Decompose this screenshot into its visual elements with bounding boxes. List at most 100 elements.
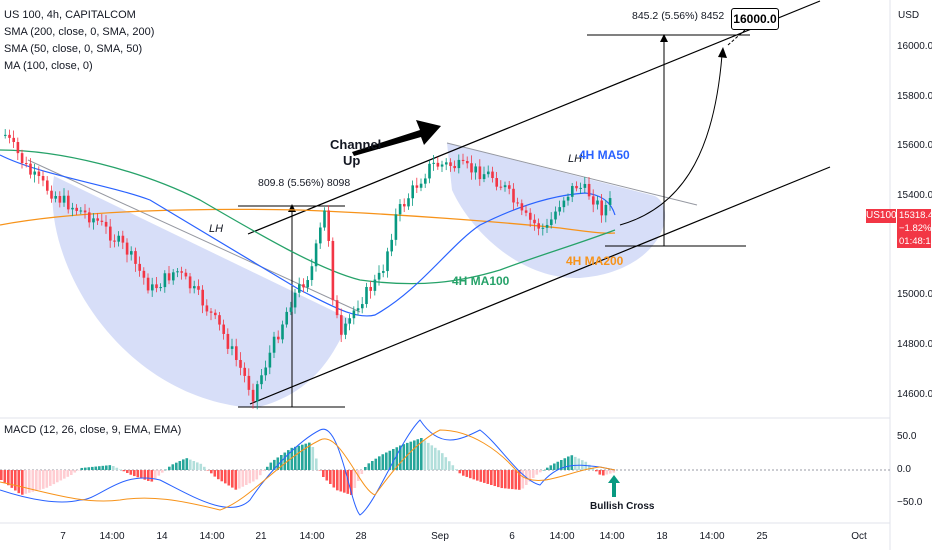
macd-bar <box>157 470 161 476</box>
candle-body <box>503 185 507 188</box>
sma50-legend[interactable]: SMA (50, close, 0, SMA, 50) <box>4 43 143 55</box>
macd-bar <box>133 470 136 477</box>
macd-bar <box>297 445 301 470</box>
macd-bar <box>476 470 479 481</box>
candle-body <box>403 204 406 207</box>
ma100-legend[interactable]: MA (100, close, 0) <box>4 60 93 72</box>
price-label: 15600.0 <box>897 140 932 151</box>
macd-bar <box>458 470 462 474</box>
candle-body <box>159 287 162 289</box>
macd-bar <box>448 461 451 470</box>
time-label: 14:00 <box>599 531 625 542</box>
macd-bar <box>409 441 413 470</box>
candle-body <box>604 204 608 216</box>
candle-body <box>411 185 414 199</box>
candle-body <box>235 346 238 360</box>
candle-body <box>180 271 183 273</box>
candle-body <box>172 272 175 281</box>
channel-upper-line[interactable] <box>247 0 821 235</box>
macd-bar <box>490 470 493 485</box>
candle-body <box>281 324 284 340</box>
candle-body <box>478 166 482 180</box>
candle-body <box>214 312 217 316</box>
candle-body <box>558 207 561 212</box>
macd-bar <box>269 462 273 470</box>
macd-bar <box>378 456 381 470</box>
candle-body <box>466 161 469 164</box>
macd-bar <box>259 470 262 476</box>
macd-bar <box>339 470 343 492</box>
macd-bar <box>455 469 458 470</box>
macd-bar <box>192 461 196 470</box>
candle-body <box>54 195 57 199</box>
time-label: 14:00 <box>99 531 125 542</box>
ma50-line <box>0 154 616 317</box>
macd-bar <box>518 470 521 490</box>
macd-bar <box>10 470 14 488</box>
macd-bar <box>248 470 252 484</box>
candle-body <box>100 220 104 222</box>
macd-bar <box>521 470 525 489</box>
sma200-legend[interactable]: SMA (200, close, 0, SMA, 200) <box>4 26 155 38</box>
macd-bar <box>381 454 385 470</box>
currency-label[interactable]: USD <box>898 10 920 21</box>
macd-bar <box>189 459 192 470</box>
candle-body <box>146 277 150 291</box>
macd-bar <box>63 470 66 479</box>
macd-bar <box>7 470 10 486</box>
macd-bar <box>343 470 346 493</box>
macd-bar <box>220 470 224 482</box>
macd-axis-label: 50.0 <box>897 431 917 442</box>
macd-bar <box>199 463 203 470</box>
candle-body <box>268 352 272 368</box>
macd-bar <box>416 439 420 470</box>
time-label: 14:00 <box>699 531 725 542</box>
target-price-box[interactable]: 16000.0 <box>731 8 779 30</box>
macd-bar <box>59 470 63 481</box>
macd-bar <box>350 470 353 495</box>
macd-signal-line <box>0 429 616 511</box>
candle-body <box>218 315 221 325</box>
candle-body <box>457 159 461 169</box>
candle-body <box>394 214 398 240</box>
candle-body <box>58 195 62 203</box>
candle-body <box>579 187 582 189</box>
macd-bar <box>420 438 423 470</box>
candle-body <box>62 195 66 203</box>
candle-body <box>440 164 444 167</box>
time-label: 18 <box>656 531 668 542</box>
channel-lower-line[interactable] <box>249 166 831 405</box>
macd-bar <box>217 470 220 480</box>
candle-body <box>83 210 87 213</box>
macd-bar <box>45 470 49 488</box>
candle-body <box>415 185 419 188</box>
candlestick-series[interactable] <box>4 129 612 410</box>
macd-bar <box>213 470 217 477</box>
macd-bar <box>182 459 185 470</box>
macd-bar <box>602 470 605 476</box>
macd-bar <box>535 470 539 475</box>
candle-body <box>306 280 309 288</box>
macd-bar <box>108 465 112 470</box>
macd-bar <box>14 470 17 491</box>
candle-body <box>142 270 146 278</box>
macd-bar <box>311 446 315 470</box>
candle-body <box>592 196 595 205</box>
macd-bar <box>66 470 70 477</box>
macd-bar <box>234 470 238 490</box>
macd-bar <box>441 453 444 470</box>
macd-bar <box>3 470 7 483</box>
candle-body <box>188 276 192 289</box>
macd-bar <box>143 470 147 480</box>
macd-bar <box>563 458 567 470</box>
macd-bar <box>290 447 294 470</box>
macd-bar <box>126 470 129 473</box>
macd-bar <box>266 466 269 470</box>
macd-bar <box>129 470 133 475</box>
candle-body <box>260 375 263 385</box>
macd-legend[interactable]: MACD (12, 26, close, 9, EMA, EMA) <box>4 424 182 436</box>
current-price: 15318.4 <box>899 210 932 221</box>
symbol-title[interactable]: US 100, 4h, CAPITALCOM <box>4 9 136 21</box>
